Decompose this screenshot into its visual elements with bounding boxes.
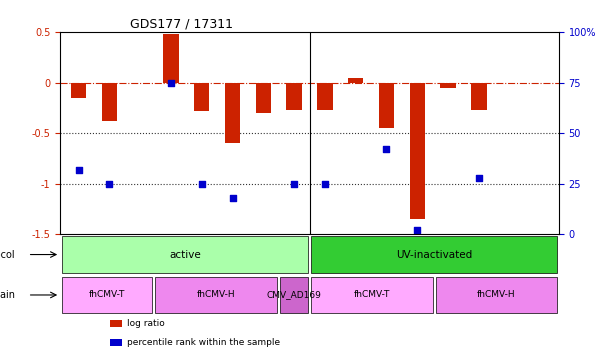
Bar <box>287 83 302 110</box>
Text: protocol: protocol <box>0 250 15 260</box>
Point <box>228 195 237 201</box>
FancyBboxPatch shape <box>155 277 277 313</box>
Bar <box>410 83 425 219</box>
FancyBboxPatch shape <box>62 236 308 273</box>
Bar <box>225 83 240 143</box>
Point <box>197 181 207 187</box>
Bar <box>379 83 394 128</box>
Point <box>474 175 484 181</box>
Text: log ratio: log ratio <box>127 319 165 328</box>
Text: fhCMV-H: fhCMV-H <box>477 291 516 300</box>
Point <box>166 80 175 86</box>
Bar <box>110 339 123 346</box>
Bar <box>163 34 178 83</box>
Bar <box>110 320 123 327</box>
Text: CMV_AD169: CMV_AD169 <box>266 291 322 300</box>
Bar <box>194 83 209 111</box>
Text: percentile rank within the sample: percentile rank within the sample <box>127 338 281 347</box>
Bar <box>471 83 487 110</box>
FancyBboxPatch shape <box>311 236 557 273</box>
Text: GDS177 / 17311: GDS177 / 17311 <box>130 18 233 31</box>
Point <box>105 181 114 187</box>
Text: UV-inactivated: UV-inactivated <box>396 250 472 260</box>
Bar <box>441 83 456 88</box>
Bar <box>71 83 87 98</box>
Point <box>382 146 391 152</box>
FancyBboxPatch shape <box>311 277 433 313</box>
Point <box>412 227 422 233</box>
Text: fhCMV-T: fhCMV-T <box>353 291 390 300</box>
Bar <box>348 77 364 83</box>
FancyBboxPatch shape <box>62 277 152 313</box>
Point <box>320 181 330 187</box>
Text: fhCMV-T: fhCMV-T <box>89 291 125 300</box>
Text: active: active <box>169 250 201 260</box>
Text: strain: strain <box>0 290 15 300</box>
Text: fhCMV-H: fhCMV-H <box>197 291 236 300</box>
Bar <box>317 83 332 110</box>
Bar <box>102 83 117 121</box>
FancyBboxPatch shape <box>436 277 557 313</box>
Bar <box>255 83 271 113</box>
FancyBboxPatch shape <box>280 277 308 313</box>
Point <box>289 181 299 187</box>
Point <box>74 167 84 172</box>
